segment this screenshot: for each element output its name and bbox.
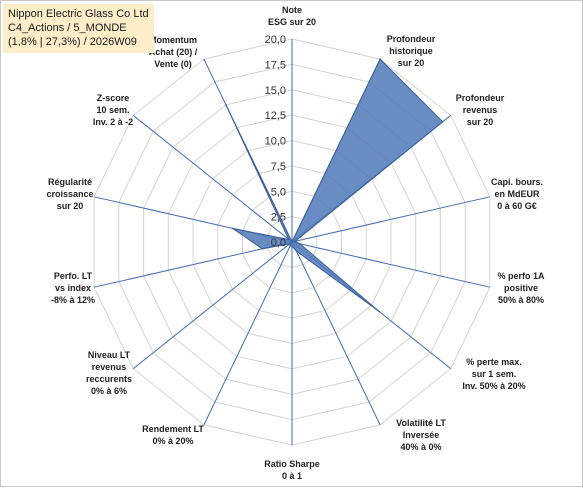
axis-label: Capi. bours. en MdEUR 0 à 60 G€ xyxy=(491,177,543,211)
axis-spoke xyxy=(93,241,293,288)
chart-title-period: (1,8% | 27,3%) / 2026W09 xyxy=(8,36,137,48)
tick-label: 17,5 xyxy=(265,59,286,71)
axis-spoke xyxy=(291,241,381,426)
data-point xyxy=(291,245,293,247)
axis-spoke xyxy=(291,196,491,243)
tick-label: 15,0 xyxy=(265,85,286,97)
tick-label: 7,5 xyxy=(271,161,286,173)
tick-label: 20,0 xyxy=(265,34,286,46)
axis-label: % perfo 1A positive 50% à 80% xyxy=(497,271,545,305)
chart-title-universe: C4_Actions / 5_MONDE xyxy=(8,22,127,34)
tick-label: 12,5 xyxy=(265,110,286,122)
data-point xyxy=(288,238,290,241)
data-point xyxy=(378,310,381,313)
chart-title-company: Nippon Electric Glass Co Ltd xyxy=(8,8,149,20)
axis-label: Régularité croissance sur 20 xyxy=(46,177,93,211)
data-point xyxy=(442,121,444,123)
axis-label: Z-score 10 sem. Inv. 2 à -2 xyxy=(93,93,133,127)
axis-label: Volatilité LT Inversée 40% à 0% xyxy=(396,418,446,452)
axis-label: % perte max. sur 1 sem. Inv. 50% à 20% xyxy=(462,357,525,391)
axis-label: Perfo. LT vs index -8% à 12% xyxy=(51,271,95,305)
axis-spoke xyxy=(132,115,293,243)
axis-label: Note ESG sur 20 xyxy=(268,5,316,27)
axis-label: Profondeur historique sur 20 xyxy=(387,34,436,68)
axis-label: Niveau LT revenus reccurents 0% à 6% xyxy=(86,350,132,396)
data-point xyxy=(291,241,293,243)
axis-spoke xyxy=(203,241,293,426)
axis-label: Ratio Sharpe 0 à 1 xyxy=(264,459,320,481)
data-point xyxy=(225,104,227,106)
data-point xyxy=(288,243,291,245)
data-point xyxy=(294,240,296,243)
data-point xyxy=(379,58,381,60)
axis-label: Rendement LT 0% à 20% xyxy=(142,424,204,446)
tick-label: 10,0 xyxy=(265,136,286,148)
tick-label: 2,5 xyxy=(271,212,286,224)
axis-label: Profondeur revenus sur 20 xyxy=(456,93,505,127)
data-point xyxy=(231,227,234,230)
data-point xyxy=(299,243,301,245)
axis-label: Momentum Achat (20) / Vente (0) xyxy=(149,35,198,69)
axis-spoke xyxy=(132,241,293,369)
data-point xyxy=(295,250,298,252)
axis-spoke xyxy=(291,241,491,288)
data-point xyxy=(289,244,292,247)
chart-title-box: Nippon Electric Glass Co Ltd C4_Actions … xyxy=(3,4,154,53)
tick-label: 0,0 xyxy=(271,237,286,249)
data-point xyxy=(261,248,264,250)
tick-label: 5,0 xyxy=(271,186,286,198)
